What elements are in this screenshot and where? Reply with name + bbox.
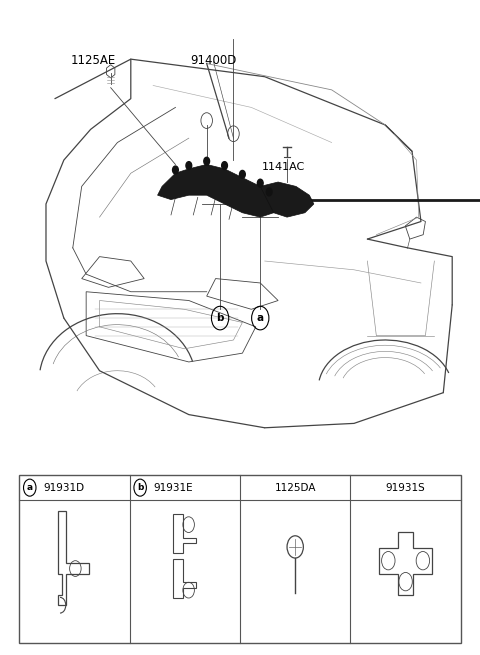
Circle shape: [172, 166, 178, 174]
Circle shape: [204, 157, 210, 165]
Text: 1125AE: 1125AE: [71, 54, 116, 67]
Circle shape: [222, 162, 228, 170]
Text: 91931D: 91931D: [43, 483, 84, 493]
Text: a: a: [257, 313, 264, 323]
Circle shape: [266, 188, 272, 196]
Text: b: b: [137, 483, 144, 492]
Text: 91931E: 91931E: [154, 483, 193, 493]
Polygon shape: [260, 182, 314, 217]
Text: a: a: [27, 483, 33, 492]
Text: 1141AC: 1141AC: [262, 162, 305, 172]
Circle shape: [257, 179, 263, 187]
Polygon shape: [157, 164, 278, 217]
Circle shape: [186, 162, 192, 170]
Circle shape: [240, 170, 245, 178]
Text: b: b: [216, 313, 224, 323]
Text: 1125DA: 1125DA: [275, 483, 316, 493]
Bar: [19, 475, 461, 643]
Text: 91931S: 91931S: [386, 483, 425, 493]
Text: 91400D: 91400D: [191, 54, 237, 67]
